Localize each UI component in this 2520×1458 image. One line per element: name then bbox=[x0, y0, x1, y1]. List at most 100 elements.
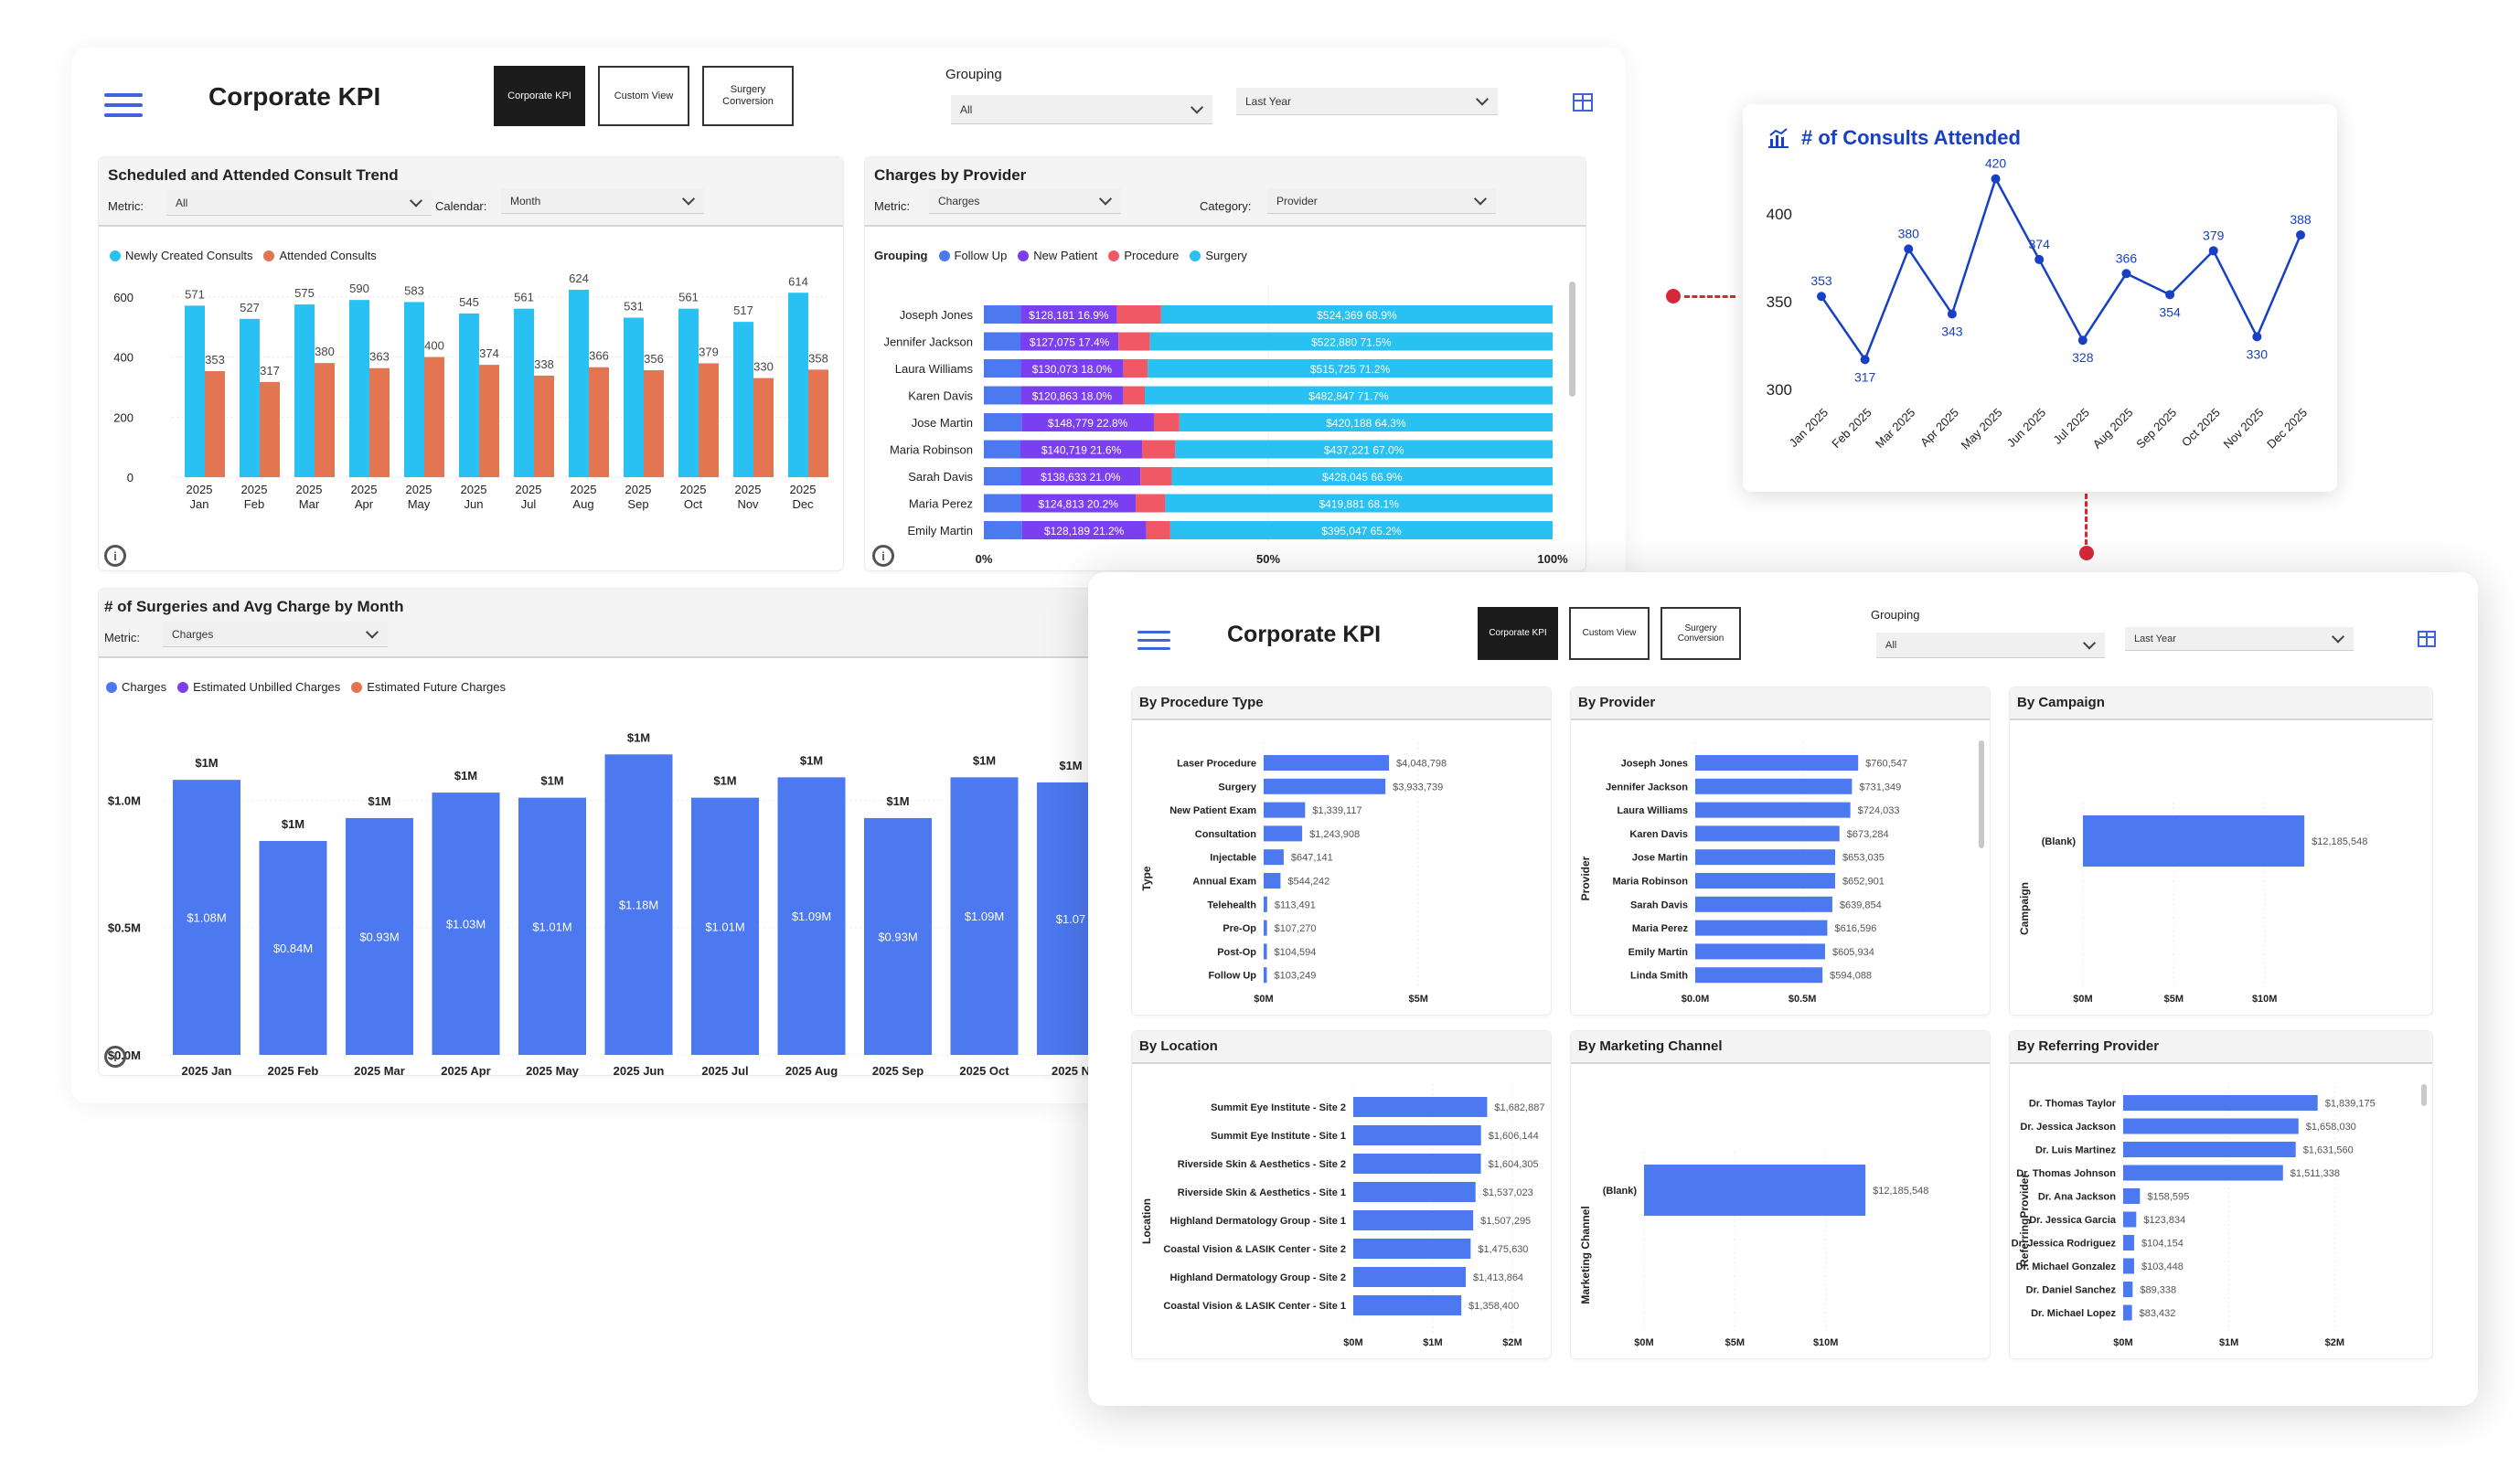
y-tick-label: Dr. Michael Gonzalez bbox=[2016, 1261, 2117, 1272]
bar-segment bbox=[984, 413, 1022, 431]
line-point bbox=[1991, 174, 2001, 184]
x-tick-label: 50% bbox=[1256, 552, 1280, 566]
bar-segment bbox=[984, 305, 1021, 324]
menu-icon[interactable] bbox=[104, 93, 143, 123]
bar-segment bbox=[1136, 494, 1166, 513]
x-tick-label: 2025 bbox=[406, 483, 432, 496]
info-icon[interactable]: i bbox=[104, 1046, 126, 1068]
table-view-icon[interactable] bbox=[2418, 631, 2436, 647]
calendar-dropdown[interactable]: Month bbox=[501, 188, 704, 214]
x-tick-label: Mar 2025 bbox=[1873, 406, 1917, 451]
data-label: $1M bbox=[886, 794, 909, 808]
y-tick-label: Jose Martin bbox=[1632, 853, 1688, 864]
bar-segment bbox=[984, 332, 1021, 351]
legend-item: Estimated Unbilled Charges bbox=[193, 680, 341, 694]
data-label: $113,491 bbox=[1275, 899, 1316, 910]
menu-icon[interactable] bbox=[1137, 631, 1170, 655]
bar-newly-created bbox=[514, 308, 534, 477]
scrollbar[interactable] bbox=[2421, 1084, 2427, 1106]
y-tick-label: Highland Dermatology Group - Site 1 bbox=[1169, 1216, 1346, 1227]
y-tick-label: Surgery bbox=[1218, 782, 1256, 793]
surgeries-metric-dropdown[interactable]: Charges bbox=[163, 622, 388, 647]
data-label: $0.84M bbox=[273, 942, 313, 955]
category-dropdown[interactable]: Provider bbox=[1267, 188, 1496, 214]
bar bbox=[1353, 1267, 1467, 1287]
y-tick-label: Dr. Jessica Rodriguez bbox=[2012, 1239, 2117, 1250]
bar-attended bbox=[205, 371, 225, 477]
data-label: 338 bbox=[534, 357, 554, 371]
x-tick-label: Oct 2025 bbox=[2179, 406, 2223, 450]
data-label: 575 bbox=[294, 286, 315, 300]
grouping-label: Grouping bbox=[945, 67, 1002, 82]
data-label: 517 bbox=[733, 303, 753, 317]
legend-item: Surgery bbox=[1205, 249, 1247, 262]
x-tick-label: Feb 2025 bbox=[1829, 406, 1874, 451]
bar bbox=[1264, 943, 1267, 960]
bar-charges bbox=[259, 841, 327, 1055]
line-point bbox=[1817, 292, 1826, 302]
x-tick-label: Dec bbox=[792, 497, 814, 511]
bar-segment bbox=[1021, 413, 1154, 431]
consults-line-chart: 300 350 400 353 Jan 2025 317 Feb 2025 380 Mar 20… bbox=[1767, 156, 2312, 452]
data-label: 317 bbox=[260, 364, 280, 378]
location-chart: $0M $1M $2M Location Summit Eye Institute - … bbox=[1140, 1084, 1544, 1348]
bar-charges bbox=[950, 777, 1019, 1055]
bar bbox=[2123, 1235, 2135, 1250]
tab-custom-view[interactable]: Custom View bbox=[1569, 607, 1650, 660]
y-tick-label: Dr. Michael Lopez bbox=[2031, 1308, 2116, 1319]
bar bbox=[1353, 1239, 1471, 1259]
tab-custom-view[interactable]: Custom View bbox=[598, 66, 689, 126]
table-view-icon[interactable] bbox=[1573, 93, 1593, 112]
data-label: $128,189 21.2% bbox=[1044, 525, 1125, 537]
charges-metric-dropdown[interactable]: Charges bbox=[929, 188, 1121, 214]
line-point bbox=[2208, 246, 2218, 256]
data-label: $605,934 bbox=[1832, 947, 1874, 958]
data-label: $12,185,548 bbox=[2312, 836, 2367, 847]
campaign-panel: By Campaign $0M $5M $10M Campaign (Blank) $12… bbox=[2010, 687, 2432, 1015]
scrollbar[interactable] bbox=[1979, 740, 1984, 848]
data-label: 354 bbox=[2159, 304, 2181, 319]
x-tick-label: $2M bbox=[1502, 1337, 1522, 1348]
scrollbar[interactable] bbox=[1569, 282, 1575, 397]
tab-corporate-kpi[interactable]: Corporate KPI bbox=[1478, 607, 1558, 660]
data-label: $1.09M bbox=[792, 910, 831, 923]
data-label: $1.08M bbox=[187, 911, 226, 925]
period-dropdown[interactable]: Last Year bbox=[2125, 627, 2354, 651]
legend-dot-red-icon bbox=[1108, 250, 1120, 261]
legend-dot-cyan-icon bbox=[110, 250, 121, 261]
bar bbox=[2123, 1188, 2141, 1204]
x-tick-label: Apr bbox=[355, 497, 374, 511]
bar-charges bbox=[432, 793, 500, 1055]
bar-newly-created bbox=[624, 317, 644, 477]
metric-value: Charges bbox=[938, 194, 980, 208]
bar-segment bbox=[1020, 440, 1143, 459]
bar bbox=[1353, 1210, 1474, 1230]
data-label: $1,507,295 bbox=[1480, 1216, 1531, 1227]
x-tick-label: 2025 bbox=[571, 483, 597, 496]
tab-corporate-kpi[interactable]: Corporate KPI bbox=[494, 66, 585, 126]
connector-dot bbox=[1666, 289, 1681, 303]
x-tick-label: $10M bbox=[2252, 994, 2278, 1005]
connector-line bbox=[2085, 494, 2088, 545]
tab-surgery-conversion[interactable]: Surgery Conversion bbox=[1660, 607, 1741, 660]
grouping-dropdown[interactable]: All bbox=[1876, 633, 2105, 658]
grouping-dropdown[interactable]: All bbox=[951, 95, 1212, 124]
period-dropdown[interactable]: Last Year bbox=[1236, 88, 1498, 115]
y-tick-label: Laura Williams bbox=[1617, 805, 1688, 816]
info-icon[interactable]: i bbox=[872, 545, 894, 567]
data-label: $1,475,630 bbox=[1478, 1244, 1528, 1255]
info-icon[interactable]: i bbox=[104, 545, 126, 567]
x-tick-label: $0M bbox=[1343, 1337, 1362, 1348]
consult-metric-dropdown[interactable]: All bbox=[166, 190, 432, 216]
consults-attended-card: # of Consults Attended 300 350 400 353 Jan 2… bbox=[1743, 104, 2337, 492]
x-tick-label: Jul bbox=[521, 497, 537, 511]
y-tick-label: Joseph Jones bbox=[900, 308, 974, 322]
x-tick-label: Jun bbox=[464, 497, 484, 511]
x-tick-label: $5M bbox=[1725, 1337, 1745, 1348]
panel-title: By Marketing Channel bbox=[1578, 1038, 1723, 1054]
x-tick-label: Sep bbox=[627, 497, 648, 511]
tab-surgery-conversion[interactable]: Surgery Conversion bbox=[702, 66, 794, 126]
data-label: $652,901 bbox=[1842, 877, 1885, 888]
bar-newly-created bbox=[240, 318, 260, 477]
bar bbox=[1695, 873, 1835, 889]
